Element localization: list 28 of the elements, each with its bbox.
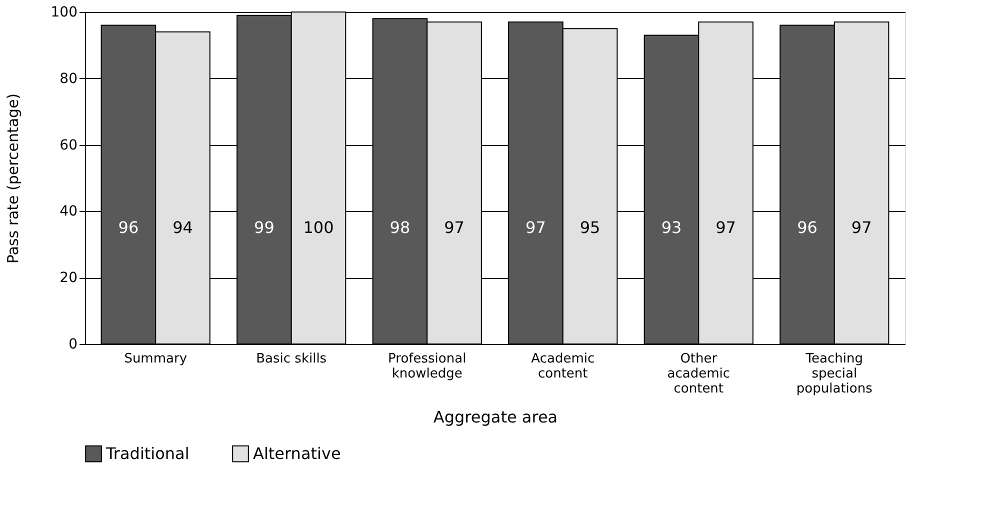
data-label: 97 (444, 218, 464, 237)
data-label: 100 (303, 218, 334, 237)
y-tick-label: 60 (60, 137, 78, 154)
y-tick-label: 0 (68, 336, 78, 352)
data-label: 97 (526, 218, 546, 237)
x-tick-label: Summary (124, 352, 188, 366)
data-label: 96 (118, 218, 139, 237)
data-label: 99 (254, 218, 274, 237)
legend-label: Alternative (253, 444, 341, 463)
data-label: 94 (172, 218, 193, 237)
y-tick-label: 40 (60, 204, 78, 220)
x-tick-label: Basic skills (256, 352, 327, 366)
data-label: 97 (716, 218, 736, 237)
y-axis-title: Pass rate (percentage) (4, 93, 22, 264)
x-axis-title: Aggregate area (433, 408, 558, 426)
y-tick-label: 20 (60, 270, 78, 286)
data-label: 93 (661, 218, 682, 237)
data-label: 98 (390, 218, 410, 237)
x-tick-label: Academic content (531, 352, 595, 382)
x-tick-label: Teaching special populations (796, 352, 873, 396)
x-tick-label: Other academic content (667, 352, 730, 396)
y-tick-label: 80 (60, 70, 78, 87)
legend-label: Traditional (105, 444, 190, 463)
x-tick-label: Professional knowledge (388, 352, 466, 382)
y-tick-label: 100 (50, 4, 78, 20)
data-label: 96 (797, 218, 818, 237)
data-label: 97 (851, 218, 872, 237)
data-label: 95 (580, 218, 600, 237)
